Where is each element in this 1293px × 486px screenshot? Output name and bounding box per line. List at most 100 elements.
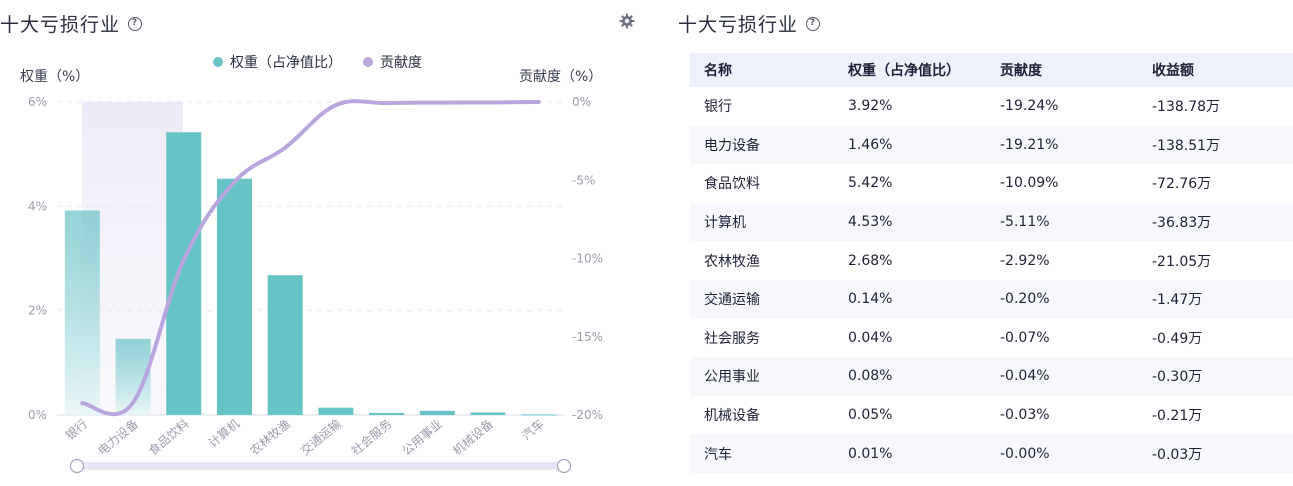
line-point-交通运输[interactable] [333, 103, 338, 108]
cell-name: 汽车 [704, 446, 732, 463]
left-tick-label: 2% [28, 304, 47, 318]
range-slider-track[interactable] [77, 462, 564, 470]
legend-contribution-marker [363, 57, 373, 67]
x-tick-label: 交通运输 [297, 416, 343, 458]
bar-食品饮料[interactable] [166, 132, 202, 416]
cell-name: 计算机 [704, 215, 746, 232]
line-point-食品饮料[interactable] [181, 257, 186, 262]
right-axis-ticks: 0% -5% -10% -15% -20% [572, 95, 603, 422]
table-row[interactable]: 公用事业 0.08% -0.04% -0.30万 [690, 357, 1293, 396]
header-name[interactable]: 名称 [704, 63, 732, 79]
help-icon[interactable]: ? [806, 16, 821, 31]
table-row[interactable]: 交通运输 0.14% -0.20% -1.47万 [690, 279, 1293, 319]
line-point-公用事业[interactable] [435, 100, 440, 105]
line-point-汽车[interactable] [536, 100, 541, 104]
header-weight[interactable]: 权重（占净值比） [848, 63, 960, 79]
right-tick-label: -20% [572, 408, 603, 422]
bar-社会服务[interactable] [369, 412, 405, 415]
bar-农林牧渔[interactable] [267, 275, 303, 415]
table-header-row: 名称 权重（占净值比） 贡献度 收益额 [690, 53, 1293, 87]
cell-contribution: -2.92% [1000, 252, 1050, 269]
cell-contribution: -0.20% [1000, 291, 1050, 308]
gear-icon[interactable] [619, 13, 635, 29]
left-axis-ticks: 6% 4% 2% 0% [28, 95, 47, 422]
range-slider-end-handle[interactable] [556, 458, 572, 474]
table-row[interactable]: 机械设备 0.05% -0.03% -0.21万 [690, 396, 1293, 435]
header-contribution[interactable]: 贡献度 [1000, 63, 1042, 79]
legend-weight-label: 权重（占净值比） [230, 55, 342, 71]
table-row[interactable]: 农林牧渔 2.68% -2.92% -21.05万 [690, 241, 1293, 280]
loss-industry-table: 名称 权重（占净值比） 贡献度 收益额 银行 3.92% -19.24% -138.7… [690, 53, 1293, 473]
cell-return: -72.76万 [1152, 176, 1212, 193]
cell-contribution: -0.03% [1000, 407, 1050, 424]
chart-panel-title: 十大亏损行业 ? [0, 10, 143, 37]
cell-weight: 0.01% [848, 445, 893, 462]
table-row[interactable]: 食品饮料 5.42% -10.09% -72.76万 [690, 164, 1293, 203]
cell-return: -138.51万 [1152, 137, 1221, 154]
table-row[interactable]: 汽车 0.01% -0.00% -0.03万 [690, 434, 1293, 473]
cell-contribution: -0.04% [1000, 368, 1050, 385]
combo-chart: 权重（占净值比） 贡献度 权重（%） 贡献度（%） 6% 4% 2% 0% 0% -5%… [20, 55, 603, 474]
bar-计算机[interactable] [216, 178, 252, 415]
cell-contribution: -0.07% [1000, 329, 1050, 346]
line-point-银行[interactable] [80, 401, 85, 406]
x-tick-label: 农林牧渔 [247, 417, 293, 459]
cell-return: -0.30万 [1152, 369, 1203, 386]
bar-交通运输[interactable] [318, 407, 354, 415]
cell-weight: 0.04% [848, 329, 893, 346]
x-tick-label: 公用事业 [399, 417, 445, 459]
bar-汽车[interactable] [521, 414, 557, 416]
bar-机械设备[interactable] [470, 412, 506, 415]
bar-公用事业[interactable] [419, 410, 455, 415]
table-row[interactable]: 计算机 4.53% -5.11% -36.83万 [690, 202, 1293, 242]
help-icon[interactable]: ? [128, 16, 143, 31]
cell-contribution: -5.11% [1000, 214, 1050, 231]
cell-weight: 0.08% [848, 368, 893, 385]
x-tick-label: 银行 [63, 417, 90, 443]
table-row[interactable]: 银行 3.92% -19.24% -138.78万 [690, 87, 1293, 126]
table-body: 银行 3.92% -19.24% -138.78万 电力设备 1.46% -19.21% -1… [690, 87, 1293, 473]
cell-return: -1.47万 [1152, 292, 1203, 309]
table-row[interactable]: 社会服务 0.04% -0.07% -0.49万 [690, 319, 1293, 358]
x-tick-label: 计算机 [205, 416, 242, 451]
cell-return: -138.78万 [1152, 99, 1221, 116]
cell-contribution: -10.09% [1000, 175, 1059, 192]
cell-weight: 5.42% [848, 175, 893, 192]
cell-return: -0.49万 [1152, 330, 1203, 347]
left-tick-label: 0% [28, 408, 47, 422]
cell-name: 银行 [704, 99, 732, 116]
line-point-电力设备[interactable] [131, 400, 136, 405]
right-tick-label: -15% [572, 330, 603, 344]
right-tick-label: -5% [572, 173, 595, 187]
left-tick-label: 6% [28, 95, 47, 109]
line-point-农林牧渔[interactable] [283, 145, 288, 150]
legend-weight-marker [213, 57, 223, 67]
bar-银行[interactable] [64, 210, 100, 415]
table-panel-title: 十大亏损行业 ? [678, 10, 821, 37]
cell-return: -21.05万 [1152, 253, 1212, 270]
x-tick-label: 社会服务 [348, 416, 394, 458]
line-point-社会服务[interactable] [384, 101, 389, 106]
table-row[interactable]: 电力设备 1.46% -19.21% -138.51万 [690, 125, 1293, 165]
cell-return: -0.03万 [1152, 446, 1203, 463]
cell-return: -36.83万 [1152, 215, 1212, 232]
cell-name: 公用事业 [704, 369, 760, 386]
cell-contribution: -19.21% [1000, 136, 1059, 153]
cell-weight: 0.05% [848, 407, 893, 424]
line-point-机械设备[interactable] [485, 100, 490, 105]
line-point-计算机[interactable] [232, 179, 237, 184]
legend-contribution-label: 贡献度 [380, 55, 422, 71]
range-slider-start-handle[interactable] [69, 458, 85, 474]
cell-name: 食品饮料 [704, 176, 760, 193]
cell-name: 社会服务 [704, 330, 760, 347]
cell-weight: 1.46% [848, 136, 893, 153]
cell-name: 机械设备 [704, 408, 760, 425]
header-return[interactable]: 收益额 [1152, 63, 1194, 79]
x-tick-label: 机械设备 [449, 416, 495, 458]
cell-weight: 2.68% [848, 252, 893, 269]
cell-weight: 3.92% [848, 98, 893, 115]
cell-name: 交通运输 [704, 292, 760, 309]
cell-contribution: -0.00% [1000, 445, 1050, 462]
x-axis-labels: 银行 电力设备 食品饮料 计算机 农林牧渔 交通运输 社会服务 公用事业 机械设备 汽车 [63, 416, 547, 458]
cell-weight: 0.14% [848, 291, 893, 308]
